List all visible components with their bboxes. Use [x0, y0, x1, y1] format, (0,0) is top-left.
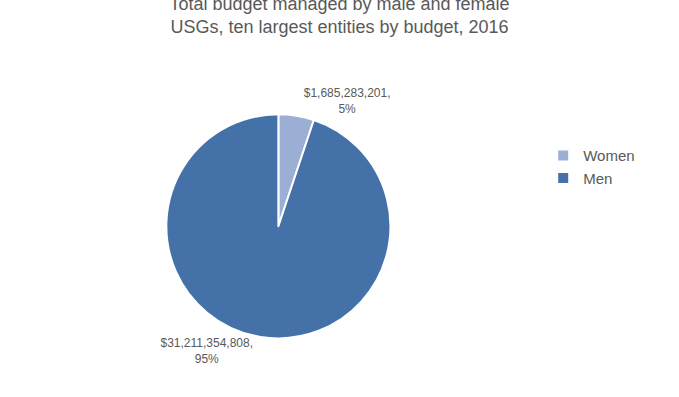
svg-text:Women: Women: [583, 147, 634, 164]
svg-text:Men: Men: [583, 170, 612, 187]
svg-text:Total budget managed by male a: Total budget managed by male and femaleU…: [169, 0, 509, 37]
svg-text:$1,685,283,201,5%: $1,685,283,201,5%: [304, 86, 391, 116]
svg-text:$31,211,354,808,95%: $31,211,354,808,95%: [161, 336, 254, 366]
